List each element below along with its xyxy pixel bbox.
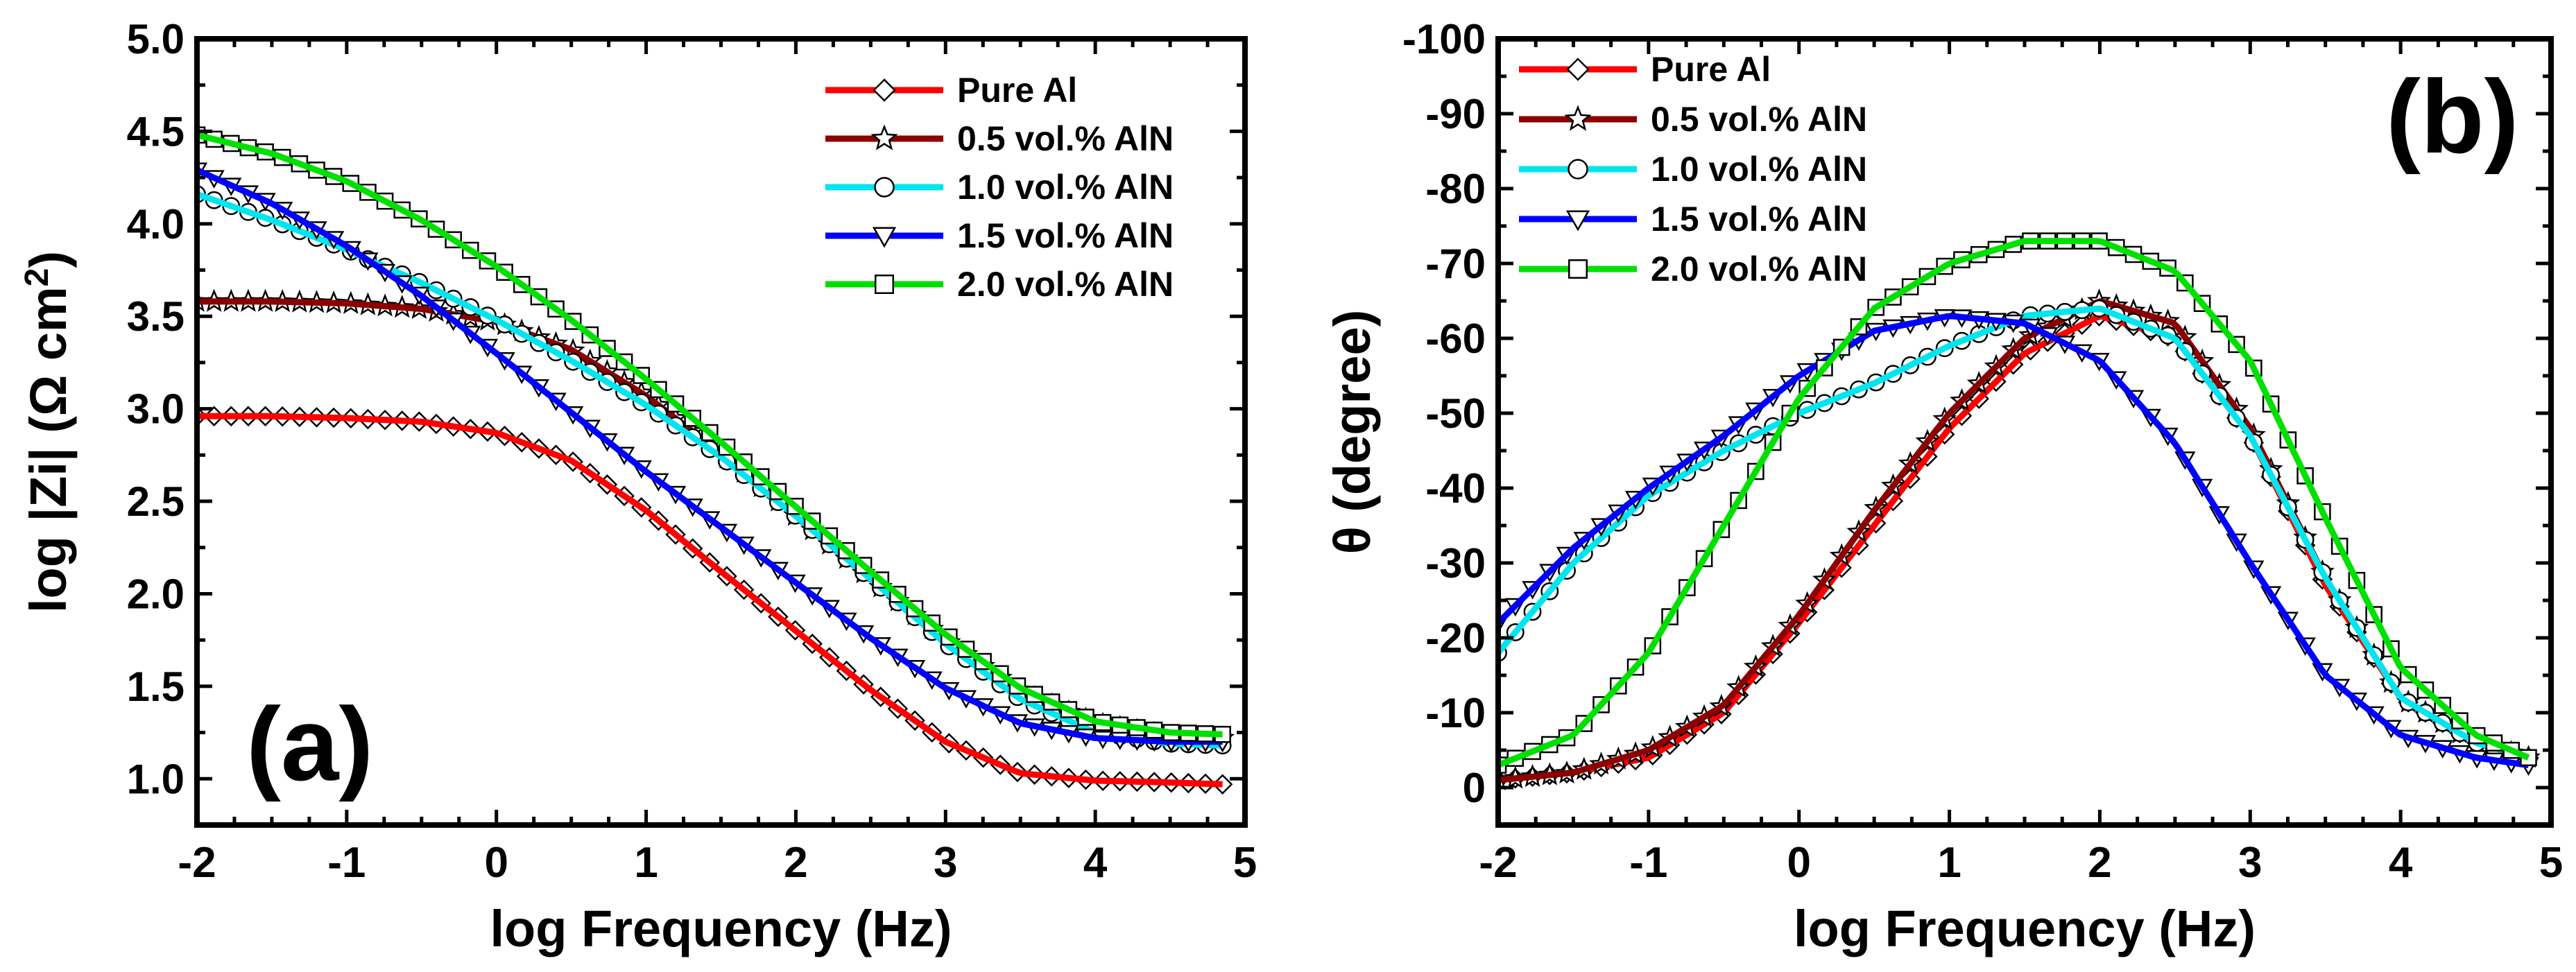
y-tick-label: -100 — [1402, 16, 1486, 62]
series-1-5-vol-aln — [1498, 309, 2539, 776]
x-tick-label: -1 — [327, 839, 366, 887]
legend-marker — [1566, 58, 1590, 81]
panel-label: (a) — [246, 686, 373, 802]
y-tick-label: -30 — [1425, 540, 1486, 587]
x-tick-label: 5 — [1233, 839, 1257, 887]
legend: Pure Al 0.5 vol.% AlN 1.0 vol.% AlN 1.5 vol… — [1519, 50, 1867, 288]
legend-label: 2.0 vol.% AlN — [1651, 250, 1867, 288]
series-line — [197, 167, 1223, 745]
y-tick-label: 3.0 — [127, 386, 184, 433]
legend-label: 1.5 vol.% AlN — [957, 216, 1174, 255]
y-tick-label: 3.5 — [127, 293, 184, 340]
x-tick-label: 3 — [2238, 839, 2262, 887]
legend-label: 2.0 vol.% AlN — [957, 265, 1174, 304]
y-tick-label: -70 — [1425, 241, 1486, 287]
legend-label: 1.0 vol.% AlN — [1651, 150, 1867, 189]
x-tick-label: 2 — [784, 839, 807, 887]
legend-marker — [875, 275, 894, 294]
y-tick-label: -10 — [1425, 690, 1486, 736]
legend-marker — [874, 177, 895, 198]
y-tick-label: 0 — [1463, 765, 1486, 811]
series-line — [197, 413, 1223, 788]
x-axis-label: log Frequency (Hz) — [1794, 900, 2256, 957]
legend-marker — [870, 124, 898, 150]
y-axis-label: θ (degree) — [1323, 310, 1381, 555]
y-tick-label: 5.0 — [127, 16, 184, 62]
panel-a-impedance-plot: -2 -1 0 1 2 3 4 5 1.0 1.5 2.0 2.5 3.0 3.5 4.0 4.5 5.0 log… — [19, 16, 1257, 957]
x-tick-label: -1 — [1629, 839, 1667, 887]
x-tick-label: 0 — [484, 839, 508, 887]
y-tick-label: -90 — [1425, 91, 1486, 137]
plot-area — [1498, 232, 2541, 791]
plot-area — [197, 126, 1235, 795]
series-line — [1498, 238, 2530, 768]
x-tick-label: 5 — [2539, 839, 2563, 887]
x-tick-label: -2 — [178, 839, 216, 887]
x-tick-label: 4 — [2389, 839, 2413, 887]
legend-marker — [1568, 159, 1588, 180]
legend-label: Pure Al — [957, 71, 1077, 110]
series-line — [1498, 305, 2530, 761]
y-tick-label: -50 — [1425, 390, 1486, 437]
y-tick-label: 2.5 — [127, 478, 184, 525]
legend-marker — [1568, 259, 1588, 279]
legend-label: 0.5 vol.% AlN — [1651, 100, 1867, 139]
y-tick-label: -60 — [1425, 315, 1486, 362]
y-tick-label: 1.0 — [127, 756, 184, 802]
x-tick-label: 1 — [1937, 839, 1961, 887]
y-tick-label: -80 — [1425, 166, 1486, 212]
series-line — [1498, 313, 2530, 769]
panel-b-phase-angle-plot: -2 -1 0 1 2 3 4 50-10-20-30-40-50-60-70-80-90-1… — [1323, 16, 2563, 957]
y-tick-label: 1.5 — [127, 663, 184, 710]
legend-marker — [1565, 210, 1590, 232]
legend-label: 0.5 vol.% AlN — [957, 119, 1174, 158]
y-tick-label: 4.5 — [127, 108, 184, 155]
y-tick-label: -20 — [1425, 615, 1486, 661]
y-tick-label: 2.0 — [127, 571, 184, 617]
legend: Pure Al 0.5 vol.% AlN 1.0 vol.% AlN 1.5 vol… — [825, 71, 1174, 304]
panel-label: (b) — [2386, 58, 2519, 175]
legend-label: Pure Al — [1651, 50, 1771, 89]
legend-marker — [1564, 105, 1592, 131]
x-tick-label: 3 — [934, 839, 957, 887]
y-tick-label: -40 — [1425, 465, 1486, 512]
legend-marker — [872, 227, 897, 248]
x-tick-label: 2 — [2088, 839, 2111, 887]
legend-marker — [873, 78, 896, 102]
y-tick-label: 4.0 — [127, 201, 184, 248]
y-axis-label: log |Zi| (Ω cm2) — [19, 251, 78, 613]
x-tick-label: 0 — [1787, 839, 1810, 887]
series-2-0-vol-aln — [1498, 232, 2537, 774]
legend-label: 1.0 vol.% AlN — [957, 168, 1174, 207]
legend-label: 1.5 vol.% AlN — [1651, 200, 1867, 238]
series-line — [197, 132, 1223, 738]
x-tick-label: -2 — [1479, 839, 1517, 887]
series-2-0-vol-aln — [197, 126, 1231, 743]
series-pure-al — [197, 406, 1233, 795]
x-tick-label: 4 — [1083, 839, 1108, 887]
x-axis-label: log Frequency (Hz) — [490, 900, 952, 957]
x-tick-label: 1 — [634, 839, 658, 887]
